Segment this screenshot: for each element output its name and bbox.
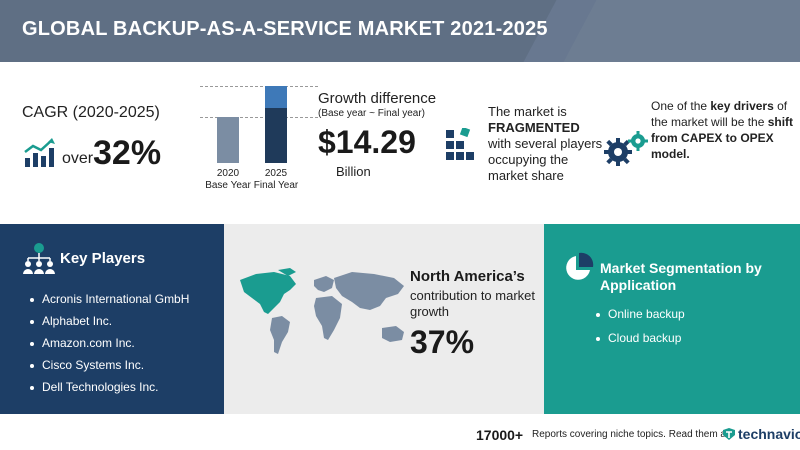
growth-value: $14.29 (318, 124, 416, 160)
region-value: 37% (410, 324, 475, 360)
segmentation-panel: Market Segmentation by Application Onlin… (544, 224, 800, 414)
report-count: 17000+ (476, 427, 524, 443)
key-players-list: Acronis International GmbH Alphabet Inc.… (30, 288, 189, 398)
growth-subtitle: (Base year ~ Final year) (318, 108, 425, 119)
region-panel: North America’s contribution to market g… (224, 224, 544, 414)
bar-2020 (217, 117, 239, 163)
growth-unit: Billion (336, 164, 371, 179)
cagr-value: 32% (93, 134, 162, 172)
list-item: Amazon.com Inc. (30, 332, 189, 354)
key-players-title: Key Players (60, 250, 146, 267)
growth-title: Growth difference (318, 90, 437, 107)
people-network-icon (23, 243, 55, 274)
footer-text: Reports covering niche topics. Read them… (532, 429, 729, 440)
guide-line (200, 117, 318, 118)
pie-chart-icon (566, 252, 594, 280)
technavio-logo[interactable]: technavio (722, 424, 800, 444)
bar-caption: Base Year (205, 180, 251, 191)
technavio-mark-icon (723, 428, 735, 440)
bar-year: 2025 (264, 168, 288, 179)
region-title: North America’s (410, 268, 525, 285)
gears-icon (604, 131, 648, 166)
bar-caption: Final Year (253, 180, 299, 191)
guide-line (200, 86, 318, 87)
bar-label-2020: 2020 Base Year (198, 168, 258, 192)
world-map-icon (240, 268, 404, 354)
fragmented-blocks-icon (446, 128, 474, 160)
cagr-label: CAGR (2020-2025) (22, 104, 160, 121)
market-structure-line2: with several players occupying the marke… (488, 136, 603, 183)
footer: 17000+ Reports covering niche topics. Re… (0, 414, 800, 450)
technavio-brand: technavio (738, 426, 800, 442)
list-item: Cisco Systems Inc. (30, 354, 189, 376)
bar-year: 2020 (216, 168, 240, 179)
list-item: Alphabet Inc. (30, 310, 189, 332)
header-decoration (563, 0, 800, 62)
header-banner: GLOBAL BACKUP-AS-A-SERVICE MARKET 2021-2… (0, 0, 800, 62)
bar-label-2025: 2025 Final Year (246, 168, 306, 192)
bar-2025-growth (265, 86, 287, 108)
growth-chart-icon (24, 138, 55, 167)
market-structure-highlight: FRAGMENTED (488, 120, 580, 135)
stats-section: CAGR (2020-2025) over 32% 2020 Base Year… (0, 62, 800, 224)
segmentation-list: Online backup Cloud backup (596, 302, 685, 350)
market-structure-text: The market is FRAGMENTED with several pl… (488, 104, 608, 184)
list-item: Acronis International GmbH (30, 288, 189, 310)
list-item: Online backup (596, 302, 685, 326)
page-title: GLOBAL BACKUP-AS-A-SERVICE MARKET 2021-2… (22, 18, 548, 40)
cagr-prefix: over (62, 150, 94, 167)
key-driver-text: One of the key drivers of the market wil… (651, 99, 794, 161)
segmentation-title: Market Segmentation by Application (600, 260, 762, 293)
region-subtitle: contribution to market growth (410, 288, 536, 319)
list-item: Cloud backup (596, 326, 685, 350)
list-item: Dell Technologies Inc. (30, 376, 189, 398)
market-structure-line1: The market is (488, 104, 567, 119)
key-players-panel: Key Players Acronis International GmbH A… (0, 224, 224, 414)
